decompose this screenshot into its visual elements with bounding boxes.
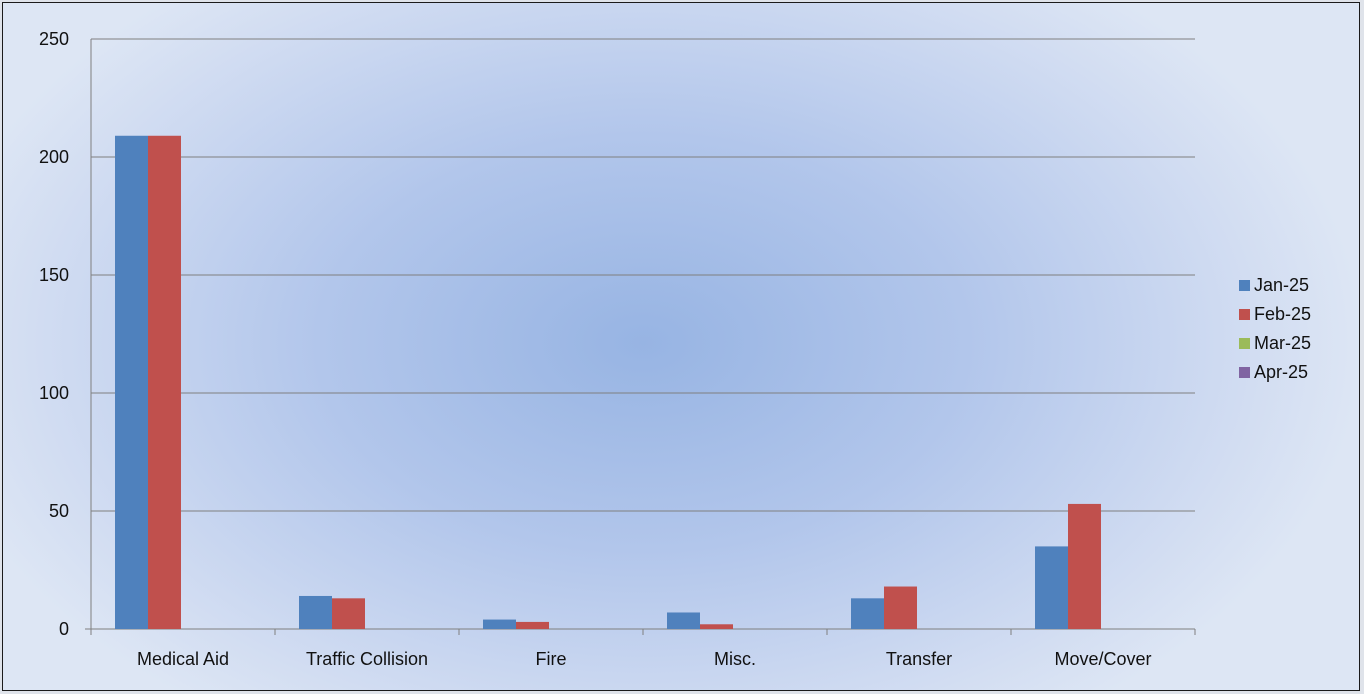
y-tick-label: 50 <box>49 501 69 521</box>
legend-item: Apr-25 <box>1239 358 1311 387</box>
x-tick-label: Traffic Collision <box>306 649 428 669</box>
bar-feb-25 <box>516 621 549 629</box>
legend-item: Jan-25 <box>1239 271 1311 300</box>
legend-swatch <box>1239 280 1250 291</box>
bar-feb-25 <box>700 624 733 629</box>
bar-jan-25 <box>667 612 700 629</box>
legend-swatch <box>1239 367 1250 378</box>
legend-label: Jan-25 <box>1254 275 1310 295</box>
y-tick-label: 200 <box>39 147 69 167</box>
y-tick-label: 100 <box>39 383 69 403</box>
x-tick-label: Transfer <box>886 649 952 669</box>
bar-feb-25 <box>884 586 917 629</box>
x-tick-label: Fire <box>536 649 567 669</box>
y-tick-label: 150 <box>39 265 69 285</box>
bar-jan-25 <box>115 135 148 629</box>
bar-feb-25 <box>332 598 365 629</box>
legend-item: Feb-25 <box>1239 300 1311 329</box>
legend-label: Mar-25 <box>1254 333 1312 353</box>
legend-item: Mar-25 <box>1239 329 1311 358</box>
bar-feb-25 <box>148 135 181 629</box>
legend: Jan-25 Feb-25 Mar-25 Apr-25 <box>1239 271 1311 387</box>
bar-chart: 0 50 100 150 200 250 Medical Aid Traffic Collis… <box>39 29 1196 669</box>
y-tick-label: 0 <box>59 619 69 639</box>
y-tick-label: 250 <box>39 29 69 49</box>
bar-jan-25 <box>483 619 516 629</box>
x-tick-label: Medical Aid <box>137 649 229 669</box>
bar-jan-25 <box>299 595 332 629</box>
legend-swatch <box>1239 338 1250 349</box>
legend-swatch <box>1239 309 1250 320</box>
bar-jan-25 <box>851 598 884 629</box>
legend-label: Feb-25 <box>1254 304 1312 324</box>
x-tick-label: Misc. <box>714 649 756 669</box>
bar-jan-25 <box>1035 546 1068 629</box>
bar-feb-25 <box>1068 503 1101 629</box>
legend-label: Apr-25 <box>1254 362 1309 382</box>
x-tick-label: Move/Cover <box>1054 649 1151 669</box>
